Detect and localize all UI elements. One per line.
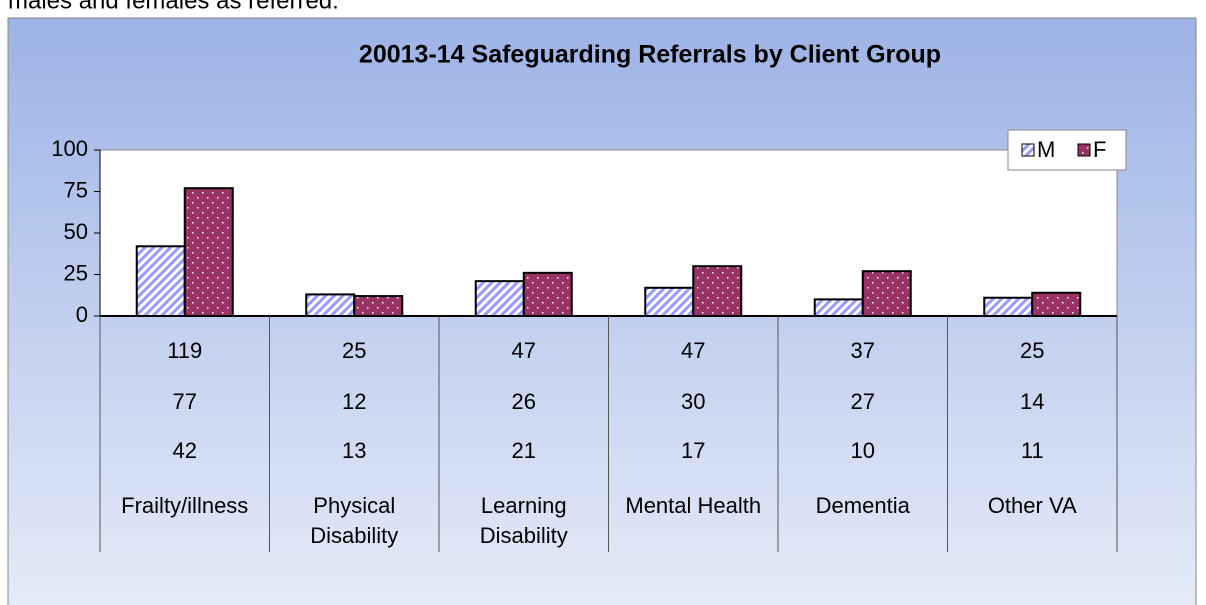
table-value: 21 [512,438,536,463]
bar [522,271,573,317]
bar [305,293,356,318]
x-tick-label: Frailty/illness [121,493,248,518]
table-value: 10 [851,438,875,463]
table-value: 77 [173,389,197,414]
table-total: 47 [512,338,536,363]
y-tick-label: 100 [51,136,88,161]
table-total: 25 [1020,338,1044,363]
table-total: 119 [167,338,202,363]
plot-area [99,149,1118,317]
x-tick-label: Mental Health [625,493,761,518]
bar [183,187,234,317]
table-value: 11 [1021,438,1044,463]
table-value: 30 [681,389,705,414]
bar [813,298,864,317]
legend-swatch [1077,143,1091,157]
table-total: 37 [851,338,875,363]
x-tick-label: Other VA [988,493,1077,518]
table-value: 42 [173,438,197,463]
y-tick-label: 75 [64,177,88,202]
y-tick-label: 0 [76,302,88,327]
chart-title: 20013-14 Safeguarding Referrals by Clien… [359,41,941,69]
y-tick-label: 25 [64,260,88,285]
bar [861,270,912,317]
y-tick-label: 50 [64,219,88,244]
table-value: 13 [342,438,366,463]
bar [644,286,695,317]
legend-swatch [1021,143,1035,157]
bar [474,280,525,318]
x-tick-label: Learning Disability [480,493,568,548]
table-total: 25 [342,338,366,363]
bar [1031,291,1082,318]
table-total: 47 [681,338,705,363]
table-value: 27 [851,389,875,414]
legend-label: M [1037,137,1055,162]
table-value: 26 [512,389,536,414]
bar [353,295,404,317]
table-value: 17 [681,438,705,463]
x-tick-label: Physical Disability [310,493,398,548]
bar [692,265,743,318]
table-value: 12 [342,389,366,414]
bar [135,245,186,317]
legend-label: F [1093,137,1106,162]
x-tick-label: Dementia [816,493,911,518]
table-value: 14 [1020,389,1044,414]
intro-text: males and females as referred. [8,0,339,14]
bar [983,296,1034,317]
